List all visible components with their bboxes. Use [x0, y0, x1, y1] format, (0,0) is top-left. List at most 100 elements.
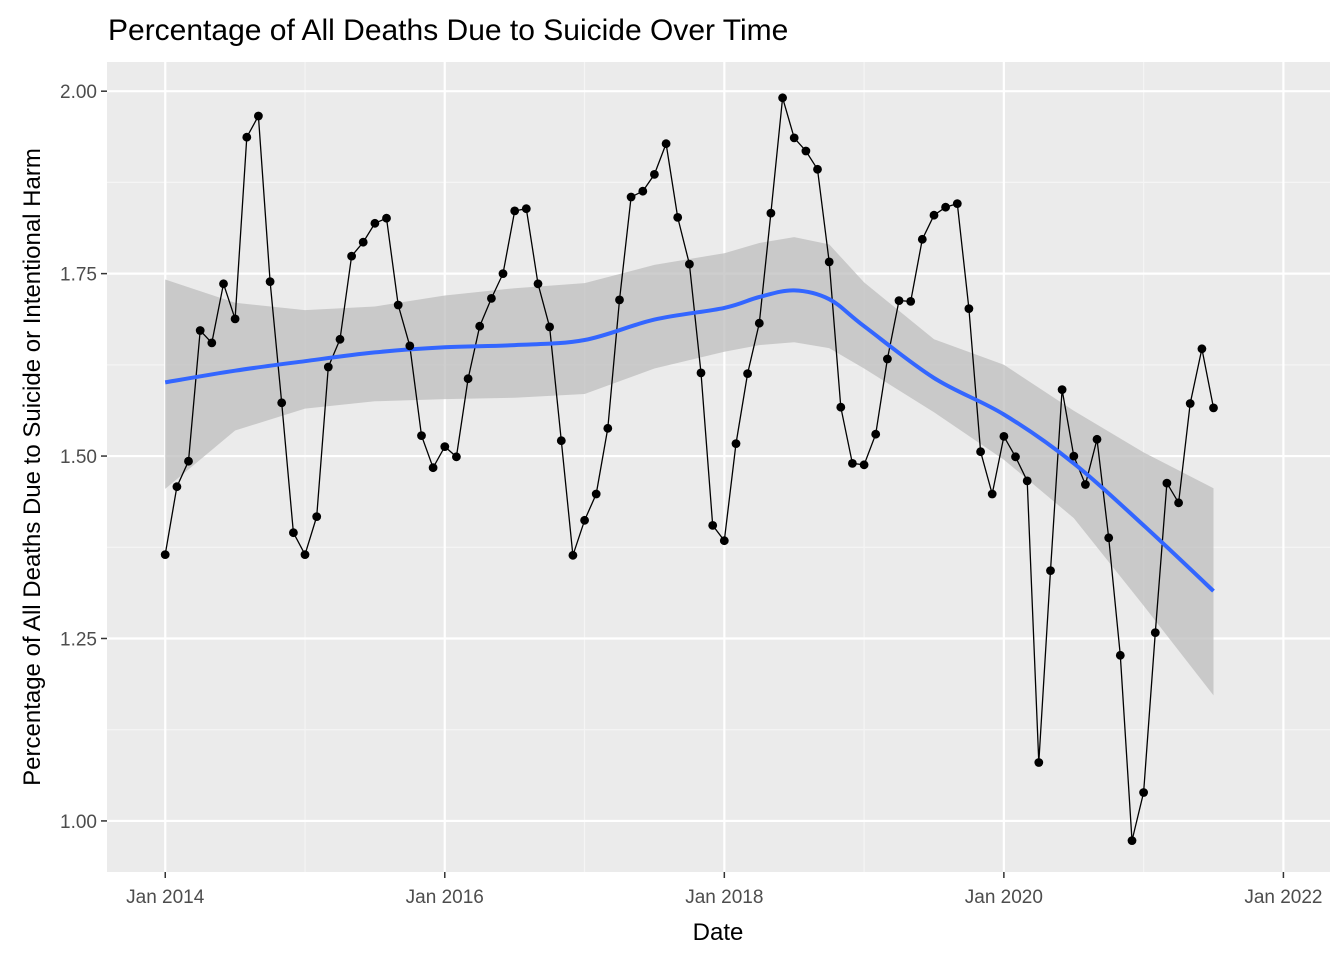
data-point — [289, 528, 298, 538]
data-points — [160, 93, 1218, 845]
data-point — [987, 489, 997, 499]
data-point — [405, 341, 415, 351]
data-point — [603, 423, 613, 433]
data-point — [708, 521, 718, 530]
data-point — [556, 436, 566, 446]
data-point — [883, 354, 892, 364]
data-point — [1139, 788, 1148, 797]
data-point — [1092, 434, 1102, 444]
y-tick-label: 1.50 — [60, 447, 97, 468]
data-point — [1174, 498, 1183, 508]
data-point — [743, 369, 752, 378]
data-point — [929, 210, 939, 220]
data-point — [836, 402, 846, 412]
data-point — [254, 111, 263, 121]
data-point — [626, 192, 636, 202]
data-point — [510, 206, 520, 216]
data-point — [731, 439, 741, 448]
data-point — [277, 398, 287, 408]
data-point — [580, 515, 589, 525]
x-axis-label: Date — [693, 919, 744, 946]
y-tick-label: 1.25 — [60, 629, 97, 650]
y-axis-label: Percentage of All Deaths Due to Suicide … — [19, 148, 46, 786]
data-point — [661, 139, 671, 149]
y-tick-label: 2.00 — [60, 82, 97, 103]
data-point — [521, 204, 531, 214]
data-point — [1127, 836, 1137, 845]
data-point — [964, 304, 974, 313]
data-point — [789, 133, 799, 143]
data-point — [952, 199, 962, 209]
data-point — [417, 431, 426, 440]
data-point — [859, 460, 869, 470]
data-point — [184, 456, 193, 466]
data-point — [452, 452, 461, 462]
data-point — [824, 257, 834, 267]
y-tick-label: 1.75 — [60, 265, 97, 286]
x-tick-label: Jan 2018 — [685, 887, 763, 908]
data-point — [393, 300, 403, 310]
data-point — [976, 447, 985, 457]
data-point — [638, 186, 648, 196]
data-point — [475, 321, 485, 331]
confidence-band — [165, 237, 1214, 696]
data-point — [1069, 451, 1079, 461]
data-point — [917, 234, 927, 244]
data-point — [801, 146, 811, 156]
data-point — [766, 208, 776, 218]
data-point — [591, 489, 601, 499]
data-point — [1081, 480, 1090, 489]
data-point — [1011, 452, 1020, 462]
data-point — [871, 429, 881, 439]
data-point — [219, 279, 228, 289]
data-point — [778, 93, 787, 103]
y-tick-label: 1.00 — [60, 812, 97, 833]
data-point — [719, 536, 729, 546]
data-point — [615, 295, 624, 305]
smooth-trend-line — [164, 288, 1215, 593]
data-point — [1057, 385, 1067, 394]
data-point — [382, 213, 391, 223]
data-point — [1022, 476, 1032, 486]
data-point — [906, 297, 916, 306]
x-tick-label: Jan 2022 — [1244, 887, 1322, 908]
data-point — [335, 334, 345, 344]
data-point — [545, 322, 554, 332]
chart-title: Percentage of All Deaths Due to Suicide … — [108, 14, 788, 47]
data-point — [696, 368, 706, 378]
data-point — [754, 318, 764, 328]
y-axis-ticks: 1.00 1.25 1.50 1.75 2.00 — [60, 82, 107, 833]
data-point — [160, 550, 170, 559]
data-point — [323, 362, 333, 372]
data-point — [358, 237, 368, 247]
data-point — [941, 202, 950, 212]
data-point — [230, 314, 240, 324]
data-point — [312, 512, 322, 521]
data-point — [195, 326, 205, 335]
data-point — [1197, 344, 1207, 354]
data-point — [999, 432, 1009, 441]
x-tick-label: Jan 2014 — [126, 887, 205, 908]
data-point — [172, 482, 182, 492]
data-point — [848, 459, 857, 468]
data-point — [347, 251, 356, 261]
x-tick-label: Jan 2016 — [406, 887, 484, 908]
data-point — [498, 269, 508, 278]
data-point — [487, 294, 496, 303]
x-axis-ticks: Jan 2014 Jan 2016 Jan 2018 Jan 2020 Jan 2022 — [126, 872, 1323, 908]
data-point — [1115, 650, 1125, 660]
data-point — [1034, 758, 1044, 767]
data-point — [1185, 399, 1195, 408]
data-point — [370, 218, 380, 228]
data-point — [813, 164, 822, 174]
x-tick-label: Jan 2020 — [965, 887, 1043, 908]
data-point — [894, 296, 904, 305]
data-point — [265, 277, 275, 286]
data-point — [428, 463, 438, 473]
data-point — [1046, 566, 1055, 575]
data-point — [685, 259, 694, 269]
data-point — [1150, 628, 1160, 637]
data-point — [533, 279, 543, 289]
data-point — [440, 442, 450, 451]
data-point — [1104, 533, 1114, 543]
